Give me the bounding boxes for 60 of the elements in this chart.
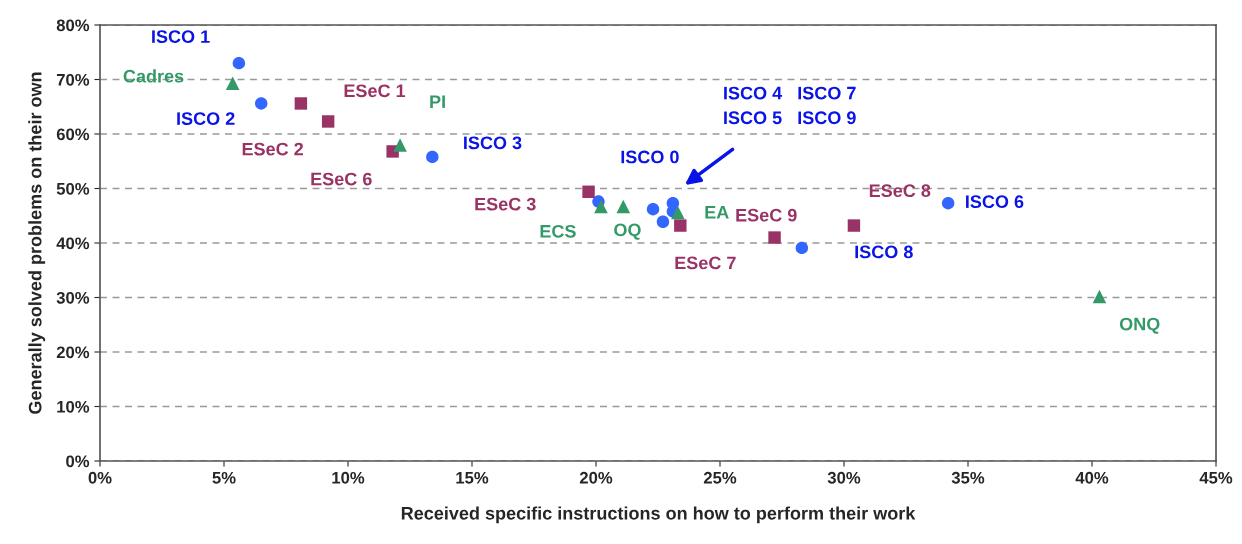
point (1092, 289, 1107, 304)
y-tick-label: 80% (56, 19, 90, 32)
y-tick-label: 50% (56, 182, 90, 195)
x-axis-title: Received specific instructions on how to perform their work (401, 506, 916, 524)
x-tick-label: 25% (703, 471, 737, 484)
annotation: ISCO 1 (152, 30, 210, 43)
annotation: OQ (614, 223, 641, 240)
x-tick-label: 20% (579, 471, 613, 484)
annotation: ESeC 1 (344, 84, 406, 98)
y-tick-label: 60% (56, 128, 90, 141)
y-tick-label: 20% (56, 346, 90, 359)
point (795, 241, 809, 255)
annotation: ISCO 8 (855, 245, 913, 259)
point (232, 56, 246, 70)
annotation: ISCO 6 (966, 195, 1024, 209)
annotation: ONQ (1119, 317, 1160, 334)
x-tick-label: 10% (332, 471, 365, 484)
annotation: ISCO 2 (177, 112, 235, 125)
y-tick-label: 10% (57, 400, 90, 413)
x-tick-label: 5% (212, 471, 236, 484)
y-tick-label: 70% (56, 73, 90, 86)
y-axis-title: Generally solved problems on their own (28, 72, 46, 414)
x-tick-label: 40% (1075, 471, 1109, 484)
point (254, 97, 268, 110)
point (768, 231, 781, 244)
point (656, 215, 670, 228)
x-tick-label: 30% (827, 471, 861, 484)
point (847, 219, 861, 232)
annotation: Cadres (123, 69, 184, 83)
point (426, 150, 439, 164)
point (393, 138, 407, 152)
point (674, 219, 687, 232)
x-tick-label: 0% (88, 471, 112, 484)
point (671, 205, 685, 220)
annotation: ESeC 6 (311, 172, 372, 186)
annotation: PI (430, 95, 445, 108)
point (321, 115, 335, 128)
annotation: EA (705, 206, 729, 219)
y-tick-label: 40% (56, 237, 90, 250)
annotation: ISCO 3 (464, 136, 522, 150)
annotation: ESeC 3 (475, 197, 536, 211)
annotation: ESeC 9 (736, 208, 797, 222)
y-tick-label: 30% (56, 291, 90, 304)
point (616, 199, 631, 214)
annotation: ISCO 0 (621, 150, 679, 164)
annotation: ESeC 2 (242, 142, 303, 156)
annotation: ISCO 4 ISCO 7 ISCO 5 ISCO 9 (724, 86, 856, 125)
x-tick-label: 15% (456, 471, 489, 484)
point (941, 197, 955, 210)
y-tick-label: 0% (66, 455, 90, 468)
point (646, 203, 660, 216)
point (582, 185, 595, 198)
x-tick-label: 45% (1199, 471, 1233, 484)
annotation: ESeC 8 (869, 184, 931, 198)
x-tick-label: 35% (951, 471, 985, 484)
point (225, 76, 240, 91)
annotation: ESeC 7 (675, 256, 736, 270)
point (594, 199, 608, 214)
point (294, 97, 308, 110)
annotation: ECS (540, 224, 576, 238)
